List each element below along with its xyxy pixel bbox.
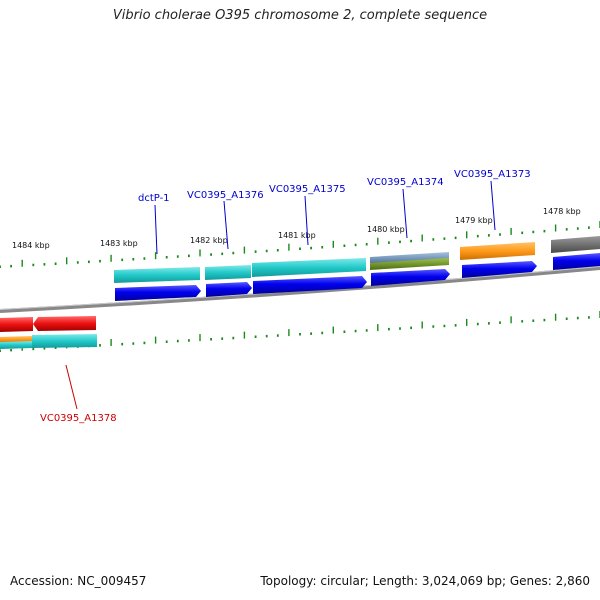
gene-feature-reverse-left-cyan[interactable] (0, 341, 32, 349)
leader-vc0395-a1378 (65, 364, 78, 410)
cds-arrow-vc0395-a1372[interactable] (553, 253, 600, 270)
cds-arrow-vc0395-a1373[interactable] (462, 261, 537, 278)
gene-label-vc0395-a1378[interactable]: VC0395_A1378 (40, 413, 117, 424)
forward-gene-features (114, 236, 600, 283)
gene-feature-dctp-1[interactable] (114, 267, 200, 283)
leader-dctp-1 (154, 204, 158, 255)
gene-label-vc0395-a1375[interactable]: VC0395_A1375 (269, 184, 346, 195)
reverse-features (0, 316, 97, 349)
tick-label-1480: 1480 kbp (367, 225, 405, 234)
leader-vc0395-a1373 (490, 180, 496, 231)
gene-label-dctp-1[interactable]: dctP-1 (138, 193, 170, 204)
leader-vc0395-a1374 (402, 188, 408, 239)
tick-label-1482: 1482 kbp (190, 236, 228, 245)
gene-label-vc0395-a1373[interactable]: VC0395_A1373 (454, 169, 531, 180)
tick-label-1479: 1479 kbp (455, 216, 493, 225)
accession-text: Accession: NC_009457 (10, 574, 147, 588)
gene-feature-vc0395-a1376[interactable] (205, 265, 251, 280)
cds-arrow-reverse-left[interactable] (0, 317, 33, 332)
gene-label-vc0395-a1376[interactable]: VC0395_A1376 (187, 190, 264, 201)
tick-label-1484: 1484 kbp (12, 241, 50, 250)
gene-feature-vc0395-a1374-top[interactable] (370, 252, 449, 264)
tick-label-1483: 1483 kbp (100, 239, 138, 248)
reverse-tick-ruler (0, 311, 600, 352)
gene-feature-vc0395-a1373[interactable] (460, 242, 535, 260)
gene-feature-vc0395-a1375[interactable] (252, 258, 366, 277)
cds-arrow-vc0395-a1376[interactable] (206, 282, 252, 297)
leader-vc0395-a1375 (304, 195, 309, 246)
label-leaders (65, 180, 496, 410)
cds-arrow-vc0395-a1375[interactable] (253, 276, 367, 294)
gene-label-vc0395-a1374[interactable]: VC0395_A1374 (367, 177, 444, 188)
tick-label-1481: 1481 kbp (278, 231, 316, 240)
cds-arrow-vc0395-a1374[interactable] (371, 269, 450, 286)
map-title: Vibrio cholerae O395 chromosome 2, compl… (112, 8, 488, 23)
chromosome-backbone (0, 266, 600, 313)
gene-feature-vc0395-a1374-bottom[interactable] (370, 258, 449, 270)
forward-cds-features (115, 253, 600, 301)
leader-vc0395-a1376 (223, 200, 229, 250)
cds-arrow-vc0395-a1378[interactable] (33, 316, 96, 331)
cds-arrow-dctp-1[interactable] (115, 285, 201, 301)
gene-feature-vc0395-a1372[interactable] (551, 236, 600, 253)
tick-label-1478: 1478 kbp (543, 207, 581, 216)
genome-summary-text: Topology: circular; Length: 3,024,069 bp… (260, 574, 590, 588)
forward-tick-ruler (0, 221, 600, 268)
gene-feature-vc0395-a1378[interactable] (32, 334, 97, 348)
